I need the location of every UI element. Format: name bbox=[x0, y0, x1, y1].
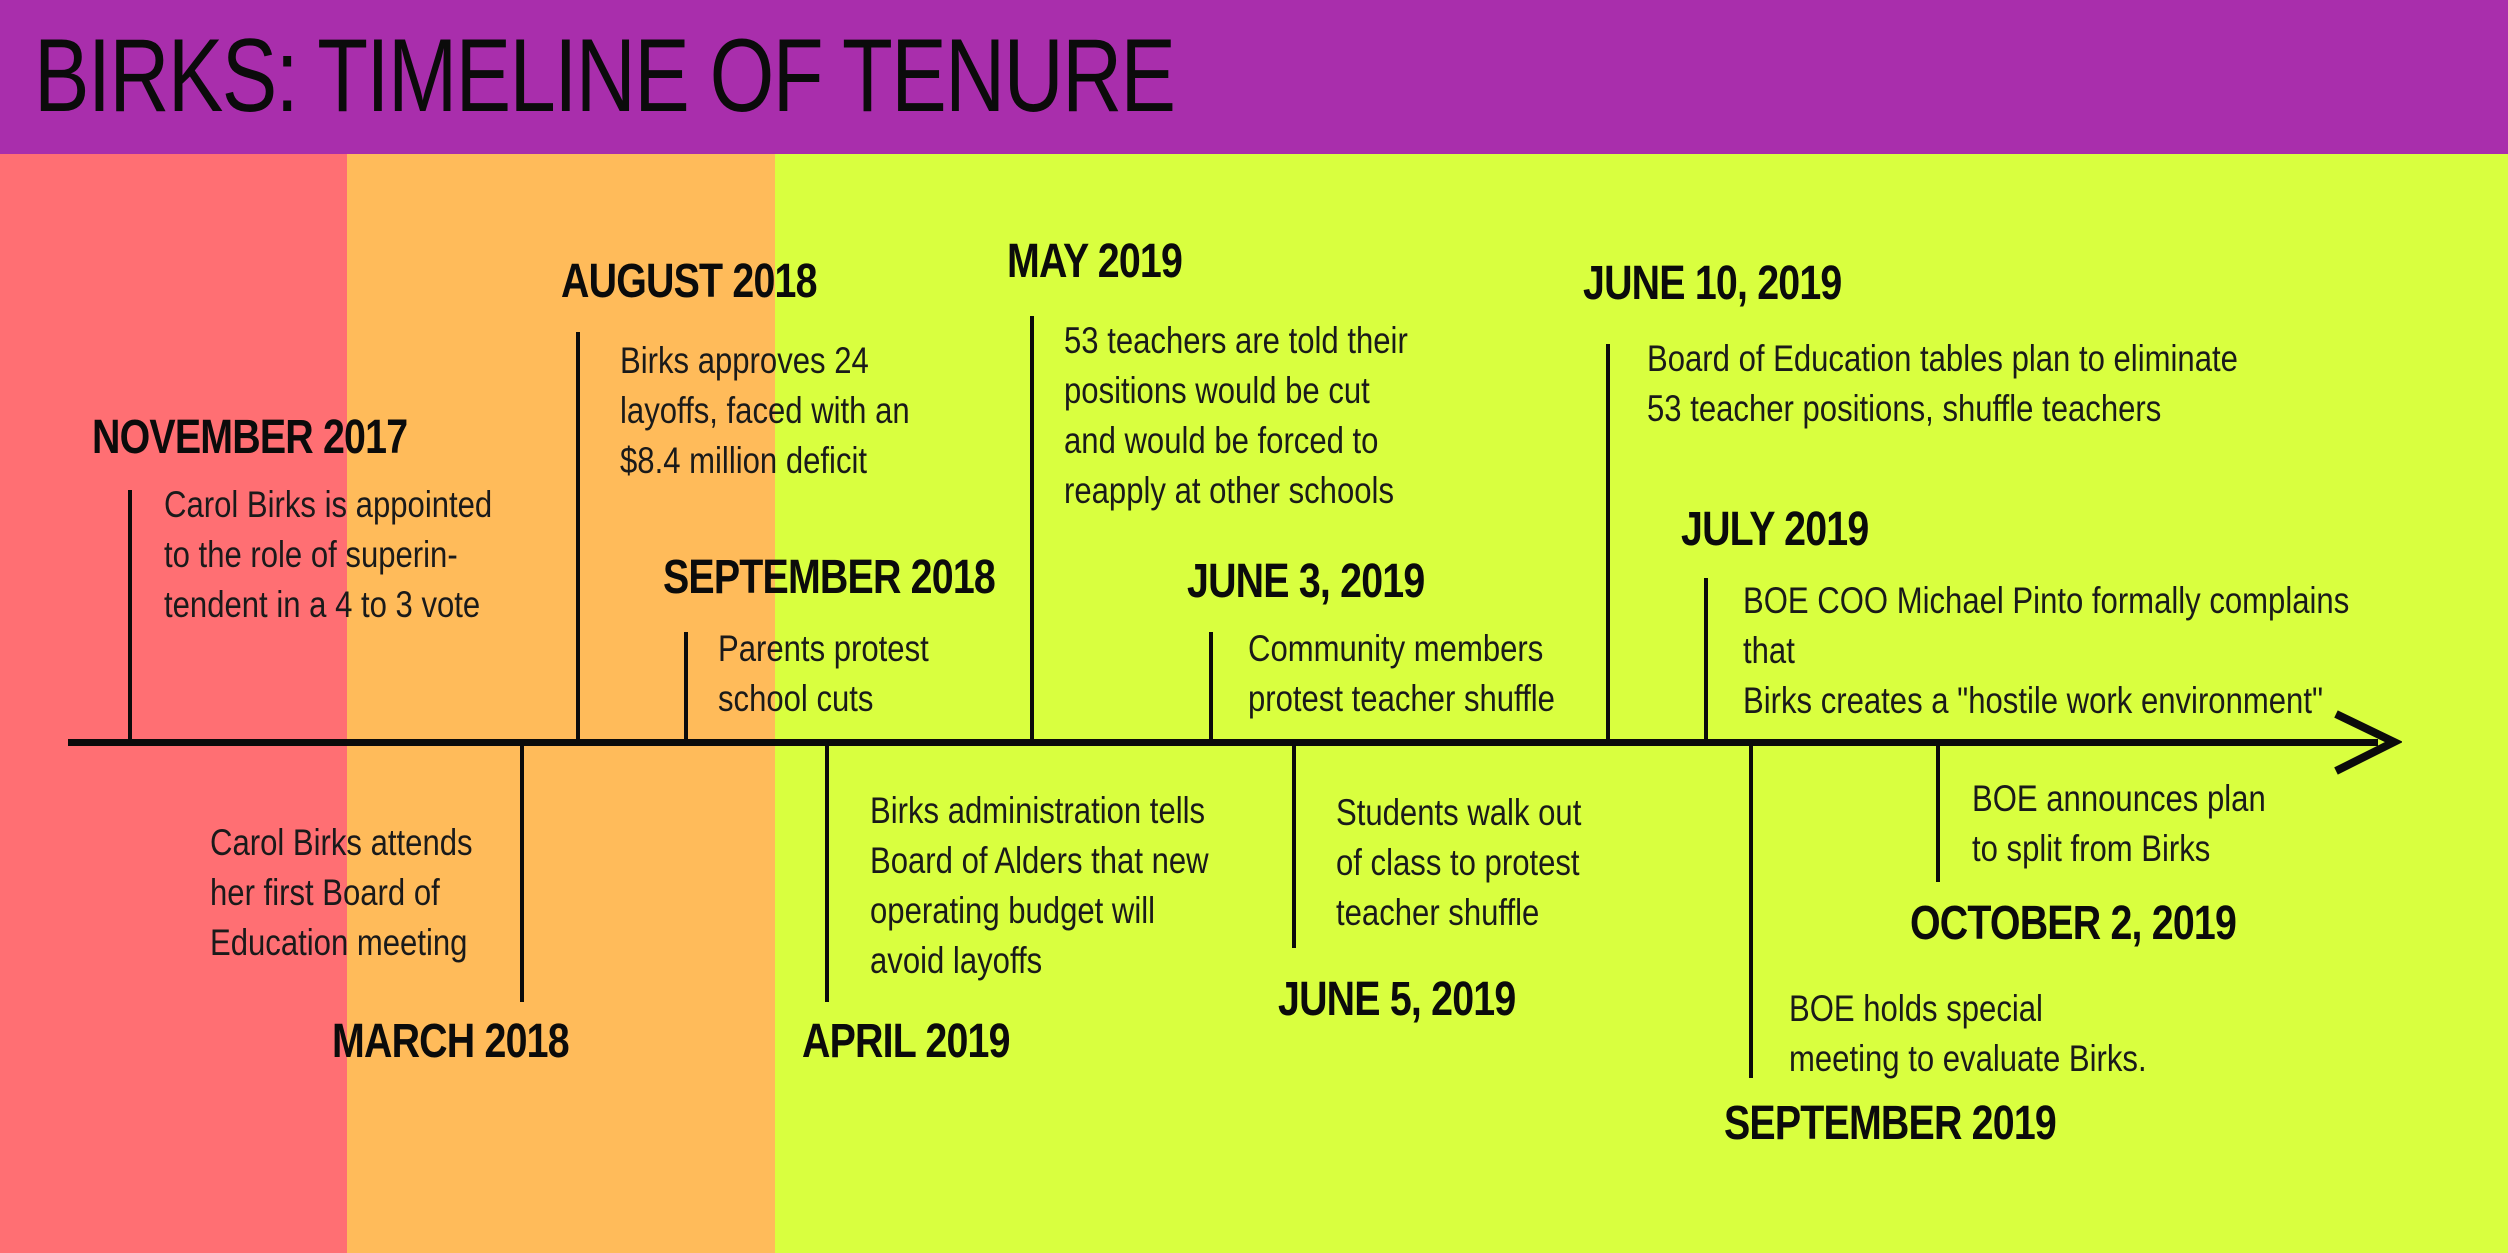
page-title: BIRKS: TIMELINE OF TENURE bbox=[34, 18, 1176, 134]
timeline-axis bbox=[68, 739, 2378, 746]
event-description: 53 teachers are told their positions wou… bbox=[1064, 320, 1408, 511]
event-date: AUGUST 2018 bbox=[561, 255, 817, 308]
title-banner bbox=[0, 0, 2508, 154]
event-tick bbox=[684, 632, 688, 742]
event-date: JUNE 5, 2019 bbox=[1278, 973, 1516, 1026]
event-description: Birks administration tells Board of Alde… bbox=[870, 790, 1209, 981]
zone-green bbox=[775, 154, 2508, 1253]
event-tick bbox=[1606, 344, 1610, 742]
event-tick bbox=[128, 490, 132, 742]
event-tick bbox=[1209, 632, 1213, 742]
event-description: Community members protest teacher shuffl… bbox=[1248, 628, 1555, 719]
event-tick bbox=[1292, 742, 1296, 948]
event-description: Students walk out of class to protest te… bbox=[1336, 792, 1582, 933]
event-description: Board of Education tables plan to elimin… bbox=[1647, 338, 2238, 429]
event-tick bbox=[825, 742, 829, 1002]
event-description: Carol Birks attends her first Board of E… bbox=[210, 822, 473, 963]
event-date: JUNE 10, 2019 bbox=[1583, 257, 1842, 310]
event-date: JULY 2019 bbox=[1681, 503, 1869, 556]
timeline-arrow-icon bbox=[2334, 710, 2402, 775]
event-tick bbox=[1936, 742, 1940, 882]
event-tick bbox=[576, 332, 580, 742]
event-description: Carol Birks is appointed to the role of … bbox=[164, 484, 493, 625]
event-description: BOE COO Michael Pinto formally complains… bbox=[1743, 580, 2350, 721]
event-date: MAY 2019 bbox=[1007, 235, 1183, 288]
event-tick bbox=[520, 742, 524, 1002]
event-date: OCTOBER 2, 2019 bbox=[1910, 897, 2237, 950]
event-description: BOE holds special meeting to evaluate Bi… bbox=[1789, 988, 2147, 1079]
event-tick bbox=[1030, 316, 1034, 742]
event-date: JUNE 3, 2019 bbox=[1187, 555, 1425, 608]
zone-orange bbox=[347, 154, 775, 1253]
event-description: BOE announces plan to split from Birks bbox=[1972, 778, 2266, 869]
zone-red bbox=[0, 154, 347, 1253]
event-date: MARCH 2018 bbox=[332, 1015, 570, 1068]
event-date: NOVEMBER 2017 bbox=[92, 411, 408, 464]
event-description: Parents protest school cuts bbox=[718, 628, 929, 719]
event-date: SEPTEMBER 2018 bbox=[663, 551, 996, 604]
event-description: Birks approves 24 layoffs, faced with an… bbox=[620, 340, 910, 481]
event-date: SEPTEMBER 2019 bbox=[1724, 1097, 2057, 1150]
event-date: APRIL 2019 bbox=[802, 1015, 1010, 1068]
event-tick bbox=[1749, 742, 1753, 1078]
event-tick bbox=[1704, 578, 1708, 742]
